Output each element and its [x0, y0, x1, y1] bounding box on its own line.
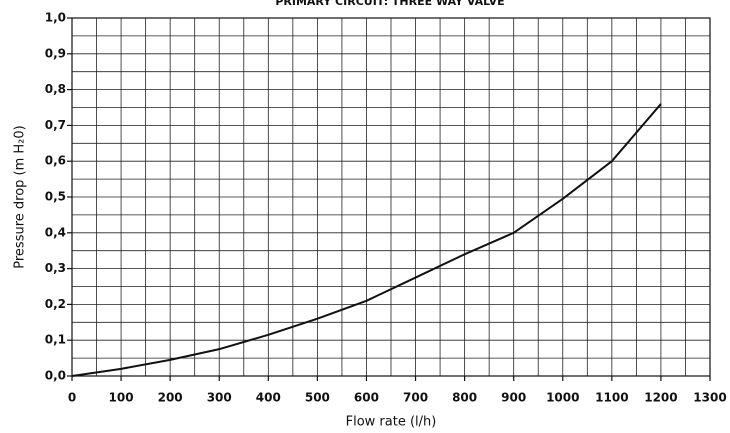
x-tick-label: 1100	[595, 391, 628, 405]
x-tick-label: 300	[207, 391, 232, 405]
x-tick-label: 100	[109, 391, 134, 405]
y-tick-label: 0,7	[45, 118, 66, 132]
x-tick-label: 200	[158, 391, 183, 405]
x-tick-label: 500	[305, 391, 330, 405]
y-tick-label: 0,3	[45, 261, 66, 275]
x-tick-label: 1000	[546, 391, 579, 405]
y-tick-label: 0,2	[45, 297, 66, 311]
x-tick-label: 1200	[644, 391, 677, 405]
x-tick-label: 600	[354, 391, 379, 405]
x-tick-label: 1300	[693, 391, 726, 405]
data-line	[71, 103, 662, 377]
y-axis-title: Pressure drop (m H₂0)	[13, 125, 28, 269]
y-tick-label: 0,1	[45, 333, 66, 347]
x-tick-label: 900	[501, 391, 526, 405]
x-tick-label: 800	[452, 391, 477, 405]
y-tick-label: 0,5	[45, 190, 66, 204]
x-tick-label: 700	[403, 391, 428, 405]
x-tick-label: 0	[68, 391, 76, 405]
x-tick-label: 400	[256, 391, 281, 405]
y-tick-label: 0,6	[45, 154, 66, 168]
y-tick-label: 1,0	[45, 11, 66, 25]
x-axis-title: Flow rate (l/h)	[346, 415, 437, 430]
chart-title: PRIMARY CIRCUIT: THREE WAY VALVE	[275, 0, 504, 8]
y-tick-label: 0,4	[45, 225, 66, 239]
plot-frame	[71, 17, 711, 377]
y-tick-label: 0,8	[45, 82, 66, 96]
y-tick-label: 0,0	[45, 369, 66, 383]
y-tick-label: 0,9	[45, 46, 66, 60]
